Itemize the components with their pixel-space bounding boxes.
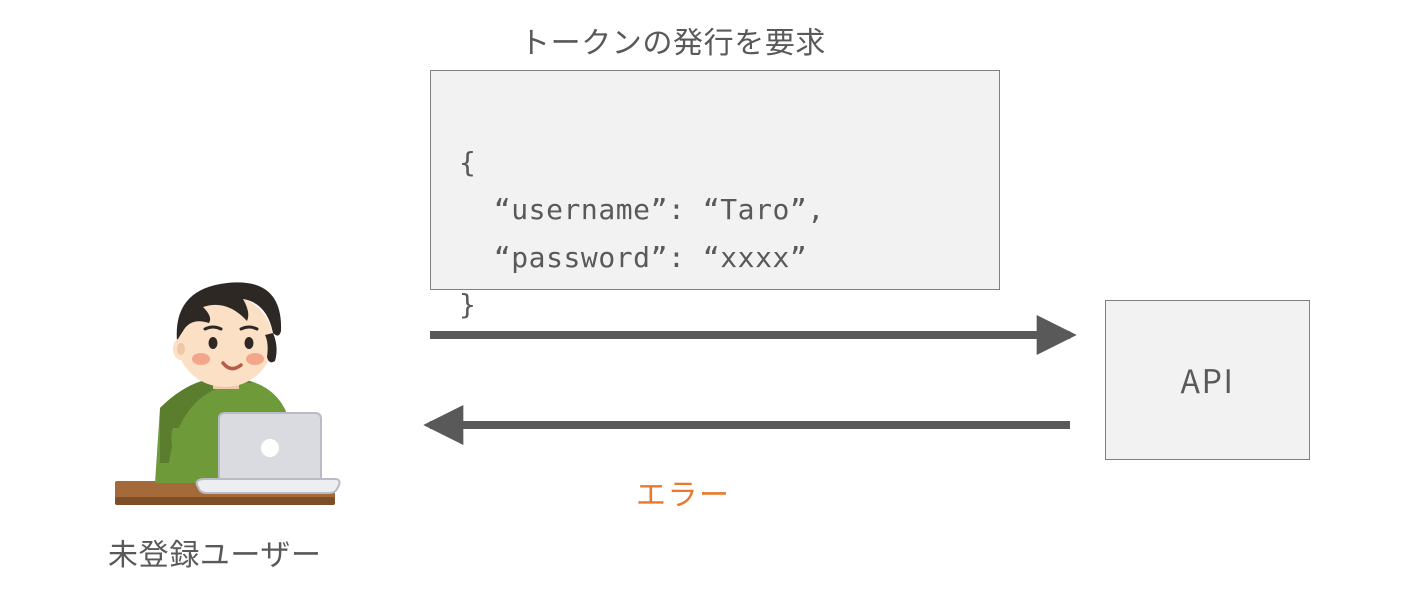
arrows-layer [0,0,1412,592]
